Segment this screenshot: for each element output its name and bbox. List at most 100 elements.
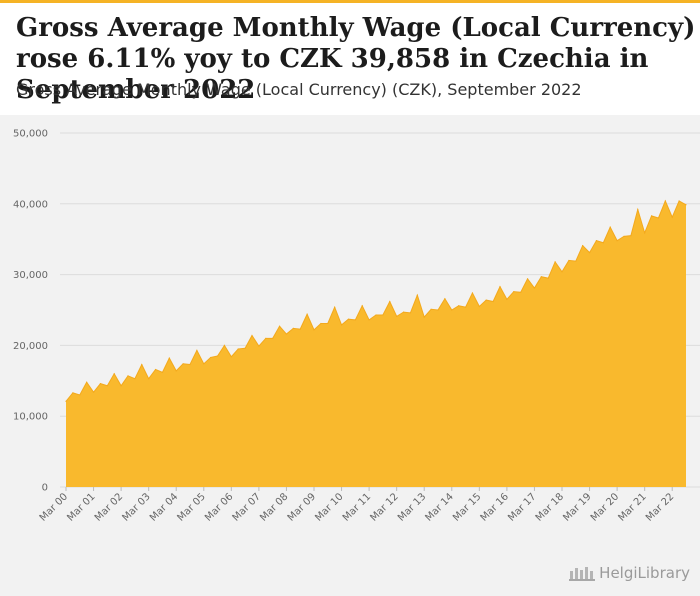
x-tick-label: Mar 14 — [424, 491, 456, 523]
chart-subtitle: Gross Average Monthly Wage (Local Curren… — [16, 80, 582, 99]
x-tick-label: Mar 05 — [176, 491, 208, 523]
top-accent-bar — [0, 0, 700, 3]
data-point — [533, 287, 536, 289]
data-point — [368, 319, 370, 321]
data-point — [154, 368, 157, 371]
data-point — [451, 309, 453, 311]
data-point — [327, 322, 329, 325]
x-tick-label: Mar 09 — [286, 491, 318, 523]
data-point — [203, 363, 205, 365]
x-tick-label: Mar 10 — [313, 491, 345, 523]
data-point — [244, 347, 246, 349]
data-point — [340, 324, 343, 326]
data-point — [540, 276, 542, 278]
data-point — [430, 308, 432, 310]
data-point — [526, 278, 529, 280]
x-tick-label: Mar 17 — [506, 491, 538, 523]
data-point — [568, 259, 570, 262]
data-point — [92, 391, 95, 393]
area-series — [65, 199, 687, 487]
data-point — [113, 373, 115, 375]
data-point — [623, 235, 625, 237]
data-point — [292, 327, 294, 330]
data-point — [72, 392, 74, 394]
data-point — [313, 329, 315, 331]
data-point — [375, 314, 377, 316]
data-point — [278, 325, 281, 327]
data-point — [251, 334, 253, 337]
x-tick-label: Mar 03 — [120, 491, 152, 523]
data-point — [396, 315, 398, 317]
data-point — [134, 378, 136, 380]
data-point — [272, 337, 274, 339]
data-point — [189, 363, 191, 366]
logo-text: HelgiLibrary — [599, 564, 690, 582]
y-tick-label: 20,000 — [13, 341, 48, 352]
data-point — [547, 277, 549, 279]
data-point — [588, 252, 591, 254]
data-point — [106, 385, 108, 387]
data-point — [678, 200, 680, 202]
data-point — [685, 204, 687, 206]
data-point — [671, 216, 673, 218]
data-point — [86, 381, 88, 383]
data-point — [478, 305, 480, 308]
data-point — [120, 385, 122, 387]
data-point — [630, 235, 632, 237]
data-point — [423, 316, 425, 318]
data-point — [65, 400, 67, 402]
x-tick-label: Mar 16 — [479, 491, 511, 523]
data-point — [148, 378, 150, 380]
data-point — [575, 260, 577, 262]
y-tick-label: 50,000 — [13, 129, 48, 140]
data-point — [520, 291, 522, 293]
x-tick-label: Mar 20 — [589, 491, 621, 523]
x-tick-label: Mar 18 — [534, 491, 566, 523]
data-point — [616, 240, 618, 242]
y-axis: 0 10,000 20,000 30,000 40,000 50,000 — [13, 129, 48, 494]
y-tick-label: 10,000 — [13, 412, 48, 423]
data-point — [609, 226, 611, 228]
data-point — [664, 200, 666, 202]
data-point — [382, 314, 384, 316]
x-tick-label: Mar 06 — [203, 491, 235, 523]
x-tick-label: Mar 22 — [644, 491, 676, 523]
y-tick-label: 30,000 — [13, 270, 48, 281]
y-tick-label: 0 — [42, 483, 48, 494]
x-tick-label: Mar 11 — [341, 491, 373, 523]
data-point — [444, 298, 446, 300]
data-point — [210, 356, 212, 359]
area-fill — [66, 200, 686, 487]
x-tick-label: Mar 13 — [396, 491, 428, 523]
data-point — [389, 300, 391, 303]
helgi-library-logo: HelgiLibrary — [569, 564, 690, 582]
data-point — [464, 306, 467, 308]
data-point — [561, 271, 563, 273]
data-point — [437, 309, 439, 311]
data-point — [458, 305, 460, 307]
library-building-icon — [569, 567, 596, 581]
data-point — [354, 319, 356, 321]
data-point — [230, 356, 232, 358]
data-point — [223, 344, 226, 346]
data-point — [347, 318, 350, 320]
data-point — [127, 375, 129, 377]
x-tick-label: Mar 01 — [65, 491, 97, 523]
data-point — [402, 311, 405, 313]
chart-title: Gross Average Monthly Wage (Local Curren… — [16, 13, 696, 105]
data-point — [499, 286, 501, 288]
data-point — [595, 240, 598, 242]
x-tick-label: Mar 19 — [561, 491, 593, 523]
x-tick-label: Mar 15 — [451, 491, 483, 523]
data-point — [637, 208, 639, 211]
data-point — [471, 292, 474, 294]
data-point — [506, 298, 508, 300]
data-point — [650, 215, 653, 217]
data-point — [409, 312, 412, 314]
data-point — [237, 348, 239, 350]
data-point — [602, 242, 604, 244]
x-tick-label: Mar 04 — [148, 491, 180, 523]
data-point — [175, 370, 177, 372]
